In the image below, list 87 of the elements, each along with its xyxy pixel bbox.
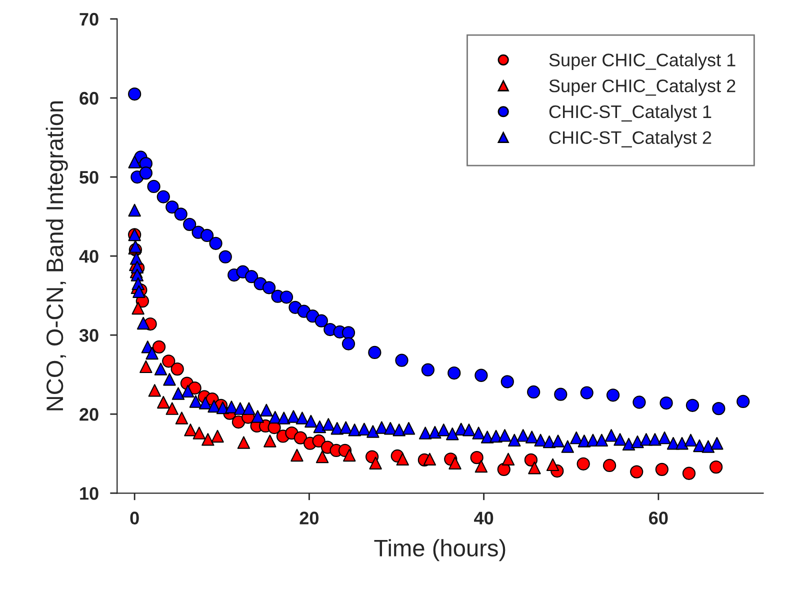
point — [527, 385, 540, 399]
point — [312, 434, 326, 448]
point — [209, 236, 222, 250]
point — [280, 290, 294, 304]
point — [576, 457, 590, 470]
y-tick-label: 50 — [80, 170, 98, 184]
point — [140, 360, 152, 374]
y-tick-label: 30 — [79, 329, 98, 342]
point — [369, 456, 382, 470]
point — [368, 346, 382, 360]
point — [448, 366, 461, 380]
point — [712, 402, 726, 416]
y-axis-title: NCO, O-CN, Band Integration — [46, 101, 68, 410]
y-tick-label: 70 — [80, 12, 98, 26]
point — [192, 426, 206, 440]
point — [423, 452, 436, 466]
point — [290, 448, 304, 462]
point — [175, 412, 188, 424]
point — [139, 166, 152, 180]
point — [602, 458, 616, 472]
point — [632, 396, 646, 409]
point — [396, 452, 409, 466]
point — [148, 384, 162, 397]
point — [606, 388, 620, 402]
point — [128, 87, 142, 101]
point — [528, 461, 541, 474]
point — [174, 208, 188, 221]
point — [470, 451, 484, 464]
point — [211, 430, 224, 443]
point — [184, 424, 197, 436]
point — [682, 466, 696, 480]
point — [546, 458, 560, 472]
point — [314, 314, 328, 328]
point — [200, 228, 214, 242]
point — [580, 386, 594, 400]
point — [157, 396, 170, 409]
point — [188, 381, 202, 395]
point — [237, 436, 250, 449]
point — [183, 218, 196, 231]
point — [554, 388, 568, 401]
point — [630, 465, 644, 478]
point — [686, 398, 700, 412]
point — [448, 456, 462, 470]
point — [166, 402, 178, 415]
legend-label: Super CHIC_Catalyst 1 — [549, 53, 736, 70]
point — [152, 340, 166, 354]
point — [147, 180, 160, 194]
point — [245, 270, 258, 284]
point — [502, 452, 515, 466]
point — [660, 396, 673, 410]
point — [474, 460, 488, 473]
x-axis-title: Time (hours) — [374, 539, 506, 562]
point — [500, 375, 514, 388]
point — [342, 326, 356, 340]
y-tick-label: 10 — [80, 487, 98, 500]
point — [162, 354, 176, 368]
point — [736, 394, 750, 408]
point — [709, 460, 723, 474]
x-tick-label: 20 — [300, 512, 318, 524]
point — [524, 453, 538, 467]
legend-label: CHIC-ST_Catalyst 2 — [549, 130, 712, 148]
point — [474, 368, 488, 382]
y-tick-label: 60 — [80, 92, 98, 105]
point — [170, 362, 184, 376]
point — [342, 337, 356, 350]
y-tick-label: 40 — [79, 250, 98, 263]
point — [316, 450, 329, 464]
point — [264, 434, 276, 448]
point — [294, 431, 308, 444]
point — [655, 462, 668, 476]
point — [132, 302, 144, 315]
legend-label: Super CHIC_Catalyst 2 — [549, 79, 736, 96]
y-tick-label: 20 — [80, 408, 98, 421]
legend-label: CHIC-ST_Catalyst 1 — [549, 104, 712, 122]
point — [497, 462, 510, 476]
x-tick-label: 60 — [649, 512, 668, 524]
point — [156, 190, 170, 204]
x-tick-label: 0 — [130, 512, 139, 524]
point — [218, 250, 232, 264]
point — [395, 354, 408, 367]
point — [421, 363, 435, 376]
x-tick-label: 40 — [474, 512, 494, 524]
point — [342, 448, 356, 462]
point — [202, 433, 214, 446]
point — [262, 281, 276, 294]
point — [166, 200, 179, 214]
point — [232, 415, 246, 429]
